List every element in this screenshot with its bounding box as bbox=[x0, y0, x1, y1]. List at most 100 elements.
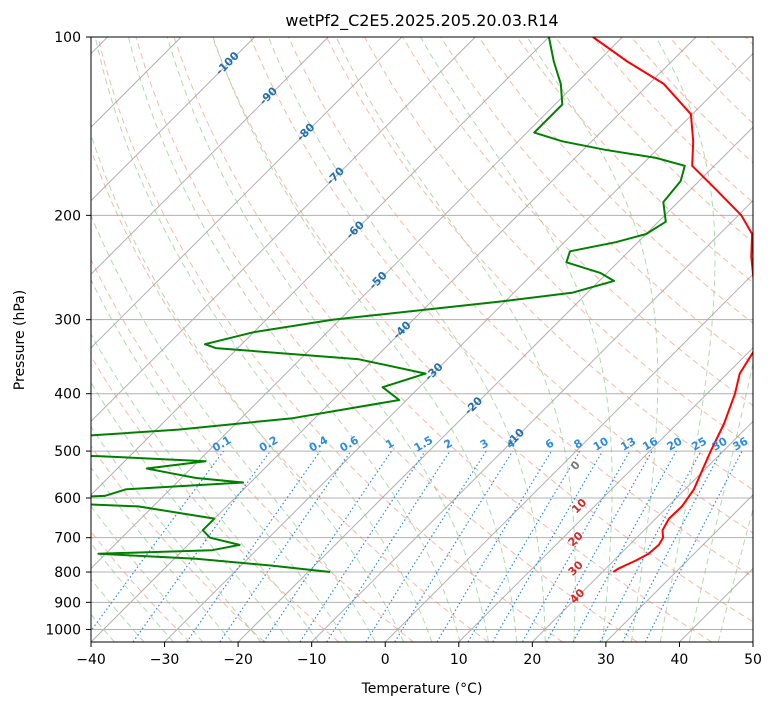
mixing-ratio-label: 3 bbox=[478, 437, 491, 452]
isotherm-line bbox=[91, 37, 403, 349]
x-tick-label: 10 bbox=[450, 652, 468, 668]
y-tick-label: 200 bbox=[54, 208, 81, 224]
dry-adiabat-line bbox=[440, 37, 753, 365]
isotherm-line bbox=[752, 641, 753, 642]
moist-adiabat-line bbox=[91, 542, 174, 642]
mixing-ratio-line bbox=[132, 450, 271, 642]
y-tick-label: 100 bbox=[54, 30, 81, 46]
dry-adiabat-label: -40 bbox=[390, 318, 413, 341]
line-labels: 0.1 0.2 0.4 0.6 1 1.5 2 3 4 6 8 10 13 16 20 25 30 36-100-… bbox=[210, 49, 750, 606]
moist-adiabat-line bbox=[267, 37, 546, 642]
isotherm-line bbox=[91, 37, 329, 275]
isotherm-line bbox=[91, 37, 697, 642]
dry-adiabat-line bbox=[91, 445, 265, 642]
dry-adiabat-line bbox=[135, 37, 638, 642]
moist-adiabat-line bbox=[688, 360, 753, 642]
mixing-ratio-line bbox=[546, 450, 653, 642]
moist-adiabat-line bbox=[128, 37, 461, 642]
y-tick-label: 400 bbox=[54, 387, 81, 403]
y-tick-label: 1000 bbox=[45, 622, 81, 638]
dry-adiabat-line bbox=[630, 37, 753, 164]
x-axis-title: Temperature (°C) bbox=[361, 681, 483, 697]
moist-adiabat-line bbox=[91, 133, 405, 642]
dry-adiabat-line bbox=[745, 37, 753, 46]
dry-adiabat-line bbox=[364, 37, 753, 449]
mixing-ratio-line bbox=[365, 450, 487, 642]
y-tick-label: 900 bbox=[54, 595, 81, 611]
moist-adiabat-line bbox=[91, 466, 233, 642]
mixing-ratio-label: 2 bbox=[442, 437, 455, 452]
moist-adiabat-line bbox=[91, 333, 319, 642]
mixing-ratio-lines bbox=[91, 450, 743, 642]
x-tick-label: −30 bbox=[150, 652, 180, 668]
mixing-ratio-line bbox=[91, 450, 224, 632]
x-tick-label: 30 bbox=[597, 652, 615, 668]
isotherm-line bbox=[164, 52, 753, 642]
moist-adiabat-line bbox=[91, 278, 348, 642]
x-tick-label: −20 bbox=[223, 652, 253, 668]
y-tick-label: 500 bbox=[54, 444, 81, 460]
isotherm-line bbox=[458, 347, 753, 642]
dry-adiabat-line bbox=[91, 258, 414, 642]
moist-adiabat-line bbox=[212, 37, 518, 642]
moist-adiabat-line bbox=[91, 425, 262, 642]
isotherm-line bbox=[311, 199, 753, 642]
mixing-ratio-line bbox=[186, 450, 321, 642]
isotherm-line bbox=[237, 126, 753, 642]
moist-adiabat-label: 10 bbox=[569, 496, 589, 516]
isotherm-line bbox=[91, 37, 623, 570]
grid-layer bbox=[91, 37, 753, 642]
dry-adiabat-line bbox=[97, 37, 563, 642]
moist-adiabat-line bbox=[166, 37, 489, 642]
moist-adiabat-line bbox=[526, 37, 659, 642]
moist-adiabat-line bbox=[91, 381, 291, 642]
moist-adiabat-line bbox=[91, 505, 204, 642]
moist-adiabat-line bbox=[420, 37, 613, 642]
plot-frame bbox=[90, 36, 754, 643]
mixing-ratio-label: 6 bbox=[543, 436, 556, 451]
mixing-ratio-line bbox=[644, 450, 743, 642]
y-axis-title: Pressure (hPa) bbox=[12, 290, 28, 390]
isotherm-line bbox=[91, 37, 256, 202]
dry-adiabat-line bbox=[173, 37, 713, 642]
sounding-profiles bbox=[91, 37, 753, 573]
zero-label: 0 bbox=[568, 458, 583, 473]
mixing-ratio-line bbox=[599, 450, 702, 642]
dry-adiabats bbox=[91, 37, 753, 642]
x-tick-label: −40 bbox=[76, 652, 106, 668]
dry-adiabat-label: -30 bbox=[422, 360, 445, 383]
x-tick-label: −10 bbox=[297, 652, 327, 668]
dry-adiabat-line bbox=[287, 37, 753, 534]
x-tick-label: 0 bbox=[381, 652, 390, 668]
moist-adiabat-label: 30 bbox=[566, 558, 586, 578]
dry-adiabat-line bbox=[326, 37, 753, 491]
mixing-ratio-line bbox=[436, 450, 553, 642]
mixing-ratio-line bbox=[492, 450, 604, 642]
dry-adiabat-line bbox=[211, 37, 753, 623]
dewpoint-profile-line bbox=[91, 37, 686, 573]
isotherm-line bbox=[91, 37, 550, 496]
dry-adiabat-line bbox=[402, 37, 753, 407]
moist-adiabat-line bbox=[717, 507, 753, 642]
y-tick-label: 700 bbox=[54, 531, 81, 547]
moist-adiabat-line bbox=[91, 214, 376, 642]
mixing-ratio-line bbox=[299, 450, 426, 642]
temperature-profile-line bbox=[592, 37, 753, 573]
chart-title: wetPf2_C2E5.2025.205.20.03.R14 bbox=[285, 11, 558, 31]
mixing-ratio-line bbox=[521, 450, 631, 642]
dry-adiabat-line bbox=[478, 37, 753, 324]
isotherm-line bbox=[384, 273, 753, 642]
dry-adiabat-line bbox=[91, 148, 489, 642]
mixing-ratio-line bbox=[572, 450, 677, 642]
mixing-ratio-line bbox=[394, 450, 514, 642]
dry-adiabat-line bbox=[592, 37, 753, 204]
axes: −40 −30 −20 −10 0 10 20 30 40 5010020030040050060… bbox=[45, 30, 762, 668]
isotherm-line bbox=[531, 420, 753, 642]
moist-adiabat-line bbox=[94, 37, 433, 642]
moist-adiabat-line bbox=[655, 37, 716, 642]
mixing-ratio-line bbox=[467, 450, 581, 642]
mixing-ratio-line bbox=[326, 450, 451, 642]
moist-adiabats bbox=[91, 37, 753, 642]
plot-area: 0.1 0.2 0.4 0.6 1 1.5 2 3 4 6 8 10 13 16 20 25 30 36-100-… bbox=[91, 37, 753, 642]
